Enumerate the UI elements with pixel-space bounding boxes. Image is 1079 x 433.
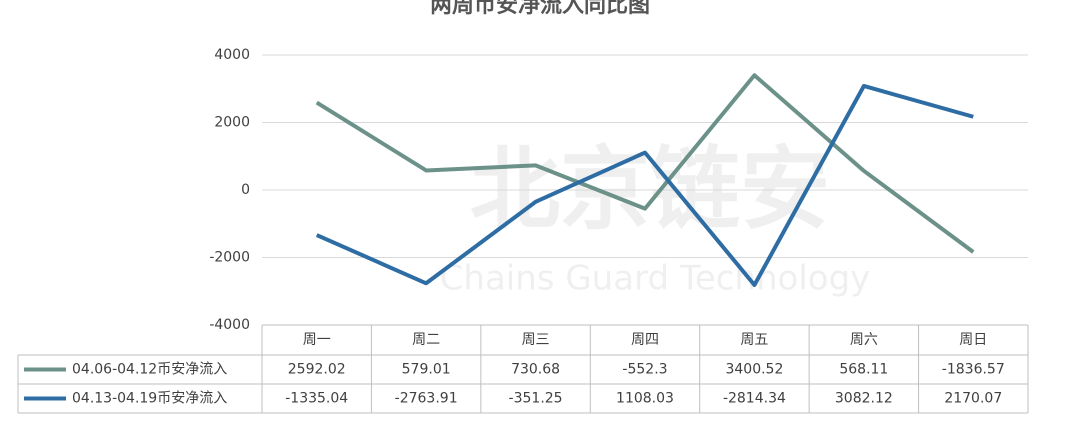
table-value: 2170.07 — [944, 391, 1002, 407]
table-value: 568.11 — [839, 362, 888, 378]
watermark-subtitle: Chains Guard Technology — [440, 259, 871, 299]
table-value: 2592.02 — [288, 362, 346, 378]
x-tick-label: 周四 — [631, 332, 659, 348]
series-line — [315, 83, 974, 287]
x-tick-label: 周五 — [740, 332, 768, 348]
watermark: 北京链安 — [470, 137, 830, 242]
table-value: -2814.34 — [723, 391, 786, 407]
y-tick-label: 2000 — [214, 115, 250, 131]
x-tick-label: 周六 — [850, 332, 878, 348]
legend-label: 04.13-04.19币安净流入 — [72, 391, 227, 407]
table-value: 3400.52 — [725, 362, 783, 378]
legend-label: 04.06-04.12币安净流入 — [72, 362, 227, 378]
y-tick-label: -4000 — [209, 317, 250, 333]
chart-title: 两周币安净流入同比图 — [430, 0, 650, 18]
x-tick-label: 周日 — [959, 332, 987, 348]
y-tick-label: 4000 — [214, 47, 250, 63]
table-value: 3082.12 — [835, 391, 893, 407]
table-value: -351.25 — [509, 391, 563, 407]
y-tick-label: 0 — [241, 182, 250, 198]
table-value: -1836.57 — [942, 362, 1005, 378]
x-tick-label: 周一 — [303, 332, 331, 348]
y-tick-label: -2000 — [209, 250, 250, 266]
table-value: 1108.03 — [616, 391, 674, 407]
series-line — [315, 73, 975, 254]
table-value: 579.01 — [402, 362, 451, 378]
table-value: 730.68 — [511, 362, 560, 378]
x-tick-label: 周二 — [412, 332, 440, 348]
x-tick-label: 周三 — [522, 332, 550, 348]
table-value: -2763.91 — [395, 391, 458, 407]
table-value: -1335.04 — [285, 391, 348, 407]
table-value: -552.3 — [622, 362, 667, 378]
